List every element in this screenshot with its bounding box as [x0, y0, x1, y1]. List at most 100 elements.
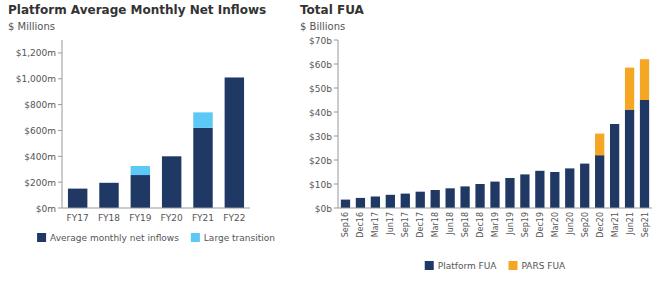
bar: [446, 188, 455, 189]
x-tick-label: Dec17: [416, 212, 425, 238]
y-tick: [334, 136, 338, 137]
bar: [341, 199, 350, 200]
y-tick: [334, 160, 338, 161]
y-axis-label: $ Millions: [8, 21, 55, 32]
bar: [225, 77, 244, 208]
bar: [640, 100, 649, 208]
title: Total FUA: [300, 3, 365, 17]
y-tick-label: $600m: [24, 126, 56, 136]
y-tick: [334, 40, 338, 41]
y-tick-label: $200m: [24, 178, 56, 188]
x-tick-label: Dec16: [356, 212, 365, 238]
legend-swatch: [508, 261, 517, 270]
bar: [595, 155, 604, 208]
y-tick-label: $60b: [309, 60, 332, 70]
bar: [68, 189, 87, 208]
bar: [640, 59, 649, 100]
bar: [401, 193, 410, 194]
x-tick-label: Sep17: [401, 212, 410, 237]
y-tick-label: $800m: [24, 100, 56, 110]
bar: [610, 124, 619, 125]
x-tick-label: Mar19: [491, 212, 500, 237]
y-tick-label: $70b: [309, 36, 332, 46]
bar: [505, 178, 514, 179]
bar: [625, 110, 634, 208]
y-axis-line: [338, 40, 339, 208]
x-tick-label: Dec20: [596, 212, 605, 238]
y-tick-label: $30b: [309, 132, 332, 142]
y-tick: [58, 156, 62, 157]
bar: [225, 77, 244, 78]
bar: [193, 128, 212, 208]
bar: [520, 174, 529, 208]
bar: [490, 181, 499, 182]
bar: [341, 200, 350, 208]
y-tick-label: $1,000m: [16, 74, 56, 84]
legend-swatch: [37, 233, 46, 242]
y-axis-line: [62, 40, 63, 208]
bar: [610, 124, 619, 208]
bar: [595, 134, 604, 156]
legend: Average monthly net inflowsLarge transit…: [37, 233, 275, 243]
legend: Platform FUAPARS FUA: [425, 261, 566, 271]
bar: [625, 68, 634, 110]
chart: Platform Average Monthly Net Inflows$ Mi…: [8, 3, 275, 243]
y-tick-label: $400m: [24, 152, 56, 162]
y-tick: [58, 52, 62, 53]
bar: [401, 194, 410, 208]
bar: [550, 172, 559, 173]
x-tick-label: Mar21: [611, 212, 620, 237]
y-tick: [334, 184, 338, 185]
y-tick-label: $0b: [315, 204, 332, 214]
bar: [535, 171, 544, 208]
x-tick-label: Sep18: [461, 212, 470, 237]
bar: [371, 196, 380, 208]
y-tick: [334, 208, 338, 209]
x-tick-label: Dec19: [536, 212, 545, 238]
y-tick: [58, 104, 62, 105]
bar: [162, 156, 181, 157]
x-tick-label: Jun21: [626, 212, 635, 236]
bar: [580, 163, 589, 164]
x-tick-label: Jun18: [446, 212, 455, 236]
x-tick-label: FY19: [129, 213, 151, 223]
y-axis-label: $ Billions: [300, 21, 345, 32]
bar: [431, 190, 440, 191]
x-tick-label: Sep20: [581, 212, 590, 237]
y-tick-label: $50b: [309, 84, 332, 94]
x-tick-label: FY18: [98, 213, 120, 223]
y-tick: [334, 112, 338, 113]
bar: [475, 184, 484, 185]
y-tick-label: $10b: [309, 180, 332, 190]
legend-swatch: [191, 233, 200, 242]
y-tick: [334, 88, 338, 89]
y-tick-label: $40b: [309, 108, 332, 118]
bar: [490, 182, 499, 208]
bar: [371, 196, 380, 197]
bar: [193, 112, 212, 128]
y-tick: [58, 182, 62, 183]
figure: Platform Average Monthly Net Inflows$ Mi…: [0, 0, 661, 298]
x-tick-label: FY21: [192, 213, 214, 223]
x-tick-label: FY20: [161, 213, 183, 223]
bar: [460, 186, 469, 208]
bar: [99, 182, 118, 183]
y-tick: [58, 78, 62, 79]
bar: [356, 197, 365, 198]
y-tick: [334, 64, 338, 65]
y-tick: [58, 208, 62, 209]
x-tick-label: FY22: [223, 213, 245, 223]
bar: [446, 188, 455, 208]
x-tick-label: Jun19: [506, 212, 515, 236]
x-tick-label: Mar17: [371, 212, 380, 237]
legend-label: Average monthly net inflows: [50, 233, 179, 243]
x-tick-label: FY17: [67, 213, 89, 223]
bar: [131, 175, 150, 208]
x-tick-label: Sep19: [521, 212, 530, 237]
bar: [505, 178, 514, 208]
x-tick-label: Mar20: [551, 212, 560, 237]
y-tick-label: $0m: [36, 204, 56, 214]
x-tick-label: Jun20: [566, 212, 575, 236]
y-tick: [58, 130, 62, 131]
bar: [475, 184, 484, 208]
